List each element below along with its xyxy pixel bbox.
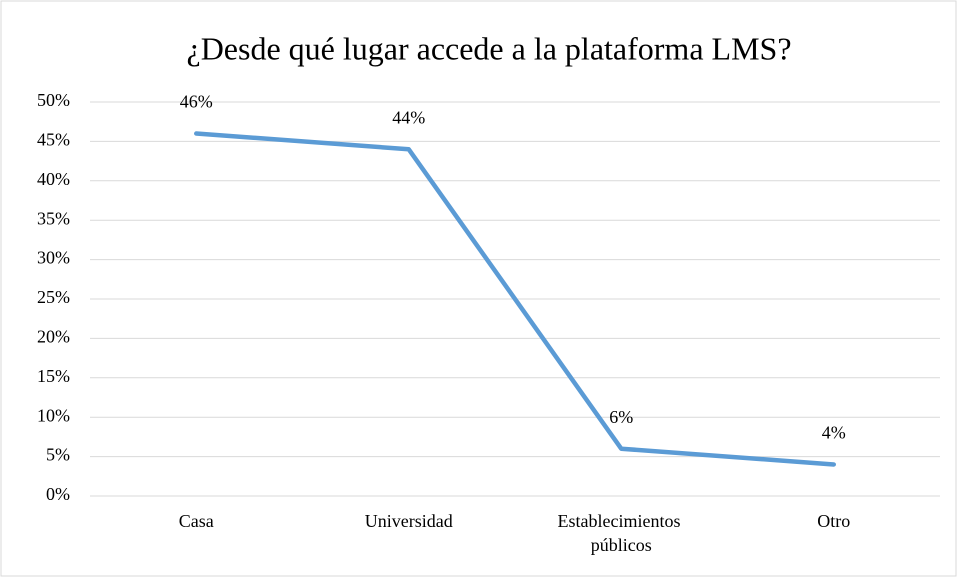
- data-label: 4%: [822, 423, 846, 443]
- y-tick-label: 30%: [37, 248, 70, 268]
- y-tick-label: 20%: [37, 327, 70, 347]
- x-tick-label: Establecimientos públicos: [558, 511, 685, 555]
- data-label: 44%: [392, 107, 425, 127]
- y-tick-label: 10%: [37, 405, 70, 425]
- y-tick-label: 0%: [46, 484, 70, 504]
- x-tick-label: Universidad: [365, 511, 453, 531]
- x-tick-label: Casa: [179, 511, 214, 531]
- y-tick-label: 15%: [37, 366, 70, 386]
- y-tick-label: 40%: [37, 169, 70, 189]
- data-label: 46%: [180, 92, 213, 112]
- x-tick-label: Otro: [817, 511, 850, 531]
- y-tick-label: 50%: [37, 90, 70, 110]
- y-tick-label: 25%: [37, 287, 70, 307]
- y-tick-label: 45%: [37, 130, 70, 150]
- data-label: 6%: [609, 407, 633, 427]
- line: [194, 131, 836, 467]
- y-tick-label: 5%: [46, 445, 70, 465]
- y-tick-label: 35%: [37, 208, 70, 228]
- chart-title: ¿Desde qué lugar accede a la plataforma …: [186, 30, 791, 66]
